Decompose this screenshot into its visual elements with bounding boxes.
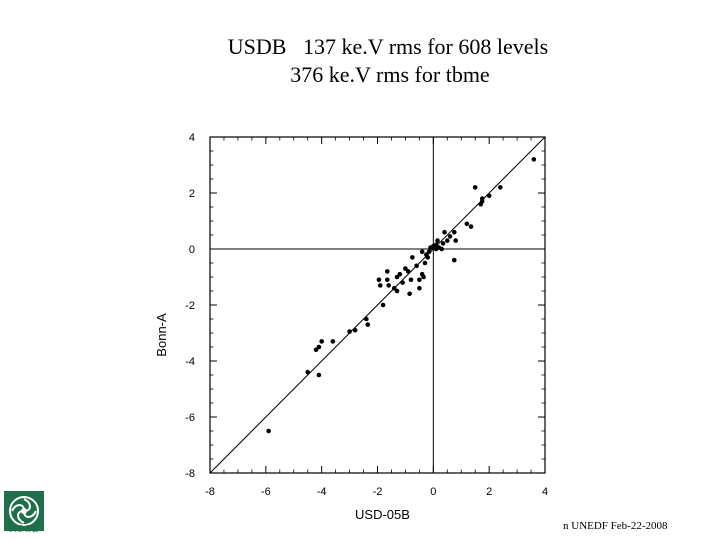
y-tick-label: 2 <box>189 188 195 200</box>
x-tick-label: 4 <box>542 486 548 498</box>
identity-line <box>209 136 546 474</box>
data-point <box>403 266 408 271</box>
data-point <box>405 269 411 274</box>
data-point <box>352 327 358 333</box>
data-point <box>451 229 457 235</box>
x-tick-label: -6 <box>261 486 271 498</box>
data-point <box>442 229 447 235</box>
data-point <box>365 322 371 327</box>
data-point <box>266 428 271 434</box>
data-points <box>266 157 537 434</box>
data-point <box>498 185 503 190</box>
data-point <box>408 277 414 283</box>
data-point <box>400 280 405 285</box>
data-point <box>451 257 457 263</box>
data-point <box>305 369 311 375</box>
y-tick-label: -4 <box>185 356 195 368</box>
data-point <box>384 277 390 283</box>
data-point <box>377 283 383 288</box>
data-point <box>447 234 453 239</box>
data-point <box>376 277 382 283</box>
data-point <box>464 221 470 227</box>
data-point <box>380 302 386 308</box>
x-tick-label: 0 <box>430 486 436 498</box>
data-point <box>394 288 400 294</box>
data-point <box>316 372 322 378</box>
logo-text: NSCL <box>8 523 40 535</box>
data-point <box>414 263 419 269</box>
data-point <box>439 246 445 252</box>
data-point <box>421 274 426 280</box>
data-point <box>468 224 474 229</box>
x-tick-label: -8 <box>205 486 215 498</box>
data-point <box>384 269 390 274</box>
x-tick-label: -2 <box>373 486 383 498</box>
y-tick-label: 0 <box>189 244 195 256</box>
y-axis-label: Bonn-A <box>154 313 169 357</box>
data-point <box>479 199 485 204</box>
data-point <box>319 339 324 344</box>
footer-note: n UNEDF Feb-22-2008 <box>563 520 668 532</box>
data-point <box>486 193 492 199</box>
data-point <box>397 271 403 277</box>
data-point <box>407 291 412 297</box>
data-point <box>531 157 537 162</box>
data-point <box>316 344 322 350</box>
data-point <box>386 283 391 288</box>
data-point <box>472 185 478 190</box>
x-tick-label: -4 <box>317 486 327 498</box>
data-point <box>417 285 422 291</box>
reference-lines <box>209 136 546 474</box>
data-point <box>394 274 400 280</box>
data-point <box>391 285 397 291</box>
chart-title-line-2: 376 ke.V rms for tbme <box>290 62 490 87</box>
data-point <box>440 241 446 246</box>
data-point <box>453 238 458 243</box>
data-point <box>419 249 425 255</box>
y-tick-label: -8 <box>185 468 195 480</box>
nscl-logo-icon <box>4 491 44 531</box>
data-point <box>417 277 422 283</box>
y-tick-label: 4 <box>189 132 195 144</box>
data-point <box>422 260 428 266</box>
y-tick-label: -2 <box>185 300 195 312</box>
x-tick-label: 2 <box>486 486 492 498</box>
y-tick-label: -6 <box>185 412 195 424</box>
chart-title-line-1: USDB 137 ke.V rms for 608 levels <box>227 34 549 59</box>
data-point <box>435 238 440 243</box>
data-point <box>364 316 369 322</box>
data-point <box>425 255 431 260</box>
data-point <box>433 242 439 248</box>
ticks-group: -8 -6 -4 -2 0 2 4 -8 -6 -4 -2 0 2 4 <box>185 132 548 498</box>
data-point <box>426 249 432 255</box>
data-point <box>313 347 319 353</box>
x-axis-label: USD-05B <box>355 507 410 522</box>
data-point <box>410 255 415 260</box>
data-point <box>330 339 336 344</box>
data-point <box>347 329 352 334</box>
data-point <box>444 238 450 243</box>
